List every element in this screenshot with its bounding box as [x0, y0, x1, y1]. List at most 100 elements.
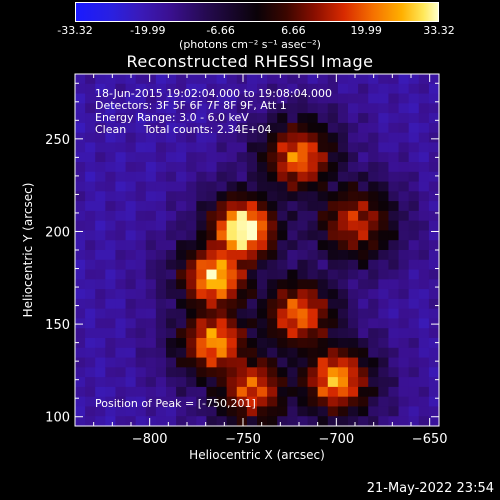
- heatmap-cell: [166, 210, 177, 222]
- heatmap-cell: [398, 289, 410, 300]
- heatmap-cell: [317, 396, 329, 408]
- heatmap-cell: [236, 386, 248, 398]
- heatmap-cell: [378, 289, 390, 300]
- heatmap-cell: [418, 347, 430, 359]
- heatmap-cell: [428, 113, 440, 124]
- heatmap-cell: [267, 279, 278, 290]
- heatmap-cell: [166, 416, 177, 427]
- heatmap-cell: [166, 328, 177, 339]
- heatmap-cell: [115, 406, 127, 417]
- heatmap-cell: [226, 220, 238, 232]
- heatmap-cell: [317, 103, 329, 114]
- heatmap-cell: [257, 191, 268, 202]
- heatmap-cell: [105, 171, 117, 183]
- heatmap-cell: [95, 122, 106, 134]
- heatmap-cell: [398, 122, 410, 134]
- heatmap-cell: [378, 181, 390, 192]
- heatmap-cell: [418, 318, 430, 329]
- heatmap-cell: [337, 396, 349, 408]
- heatmap-cell: [418, 162, 430, 173]
- heatmap-cell: [135, 83, 147, 95]
- heatmap-cell: [246, 298, 258, 310]
- heatmap-cell: [75, 279, 86, 290]
- heatmap-cell: [428, 406, 440, 417]
- heatmap-cell: [125, 122, 137, 134]
- heatmap-cell: [337, 347, 349, 359]
- heatmap-cell: [95, 259, 106, 271]
- heatmap-cell: [287, 347, 299, 359]
- heatmap-cell: [85, 122, 96, 134]
- colorbar-tick-label: 19.99: [350, 24, 382, 37]
- axis-tick-label: −800: [132, 432, 168, 447]
- heatmap-cell: [408, 171, 420, 183]
- heatmap-cell: [135, 220, 147, 232]
- heatmap-cell: [428, 357, 440, 368]
- heatmap-cell: [327, 191, 339, 202]
- heatmap-cell: [206, 103, 218, 114]
- heatmap-cell: [115, 347, 127, 359]
- heatmap-cell: [428, 347, 440, 359]
- heatmap-cell: [358, 406, 369, 417]
- heatmap-cell: [408, 162, 420, 173]
- heatmap-cell: [327, 259, 339, 271]
- heatmap-cell: [206, 328, 218, 339]
- heatmap-cell: [95, 132, 106, 144]
- heatmap-cell: [257, 171, 268, 183]
- heatmap-cell: [145, 142, 157, 153]
- heatmap-cell: [348, 259, 359, 271]
- heatmap-cell: [408, 230, 420, 241]
- heatmap-cell: [115, 367, 127, 378]
- colorbar-tick-label: -19.99: [130, 24, 166, 37]
- heatmap-cell: [398, 357, 410, 368]
- heatmap-cell: [216, 171, 228, 183]
- heatmap-cell: [155, 318, 167, 329]
- heatmap-cell: [398, 240, 410, 251]
- heatmap-cell: [105, 416, 117, 427]
- heatmap-cell: [95, 250, 106, 261]
- heatmap-cell: [125, 318, 137, 329]
- heatmap-cell: [337, 201, 349, 212]
- heatmap-cell: [287, 377, 299, 388]
- heatmap-cell: [267, 289, 278, 300]
- heatmap-cell: [418, 357, 430, 368]
- heatmap-cell: [428, 298, 440, 310]
- heatmap-cell: [297, 347, 309, 359]
- heatmap-cell: [186, 122, 197, 134]
- heatmap-cell: [75, 386, 86, 398]
- heatmap-cell: [388, 122, 400, 134]
- heatmap-cell: [418, 386, 430, 398]
- heatmap-cell: [196, 220, 208, 232]
- heatmap-cell: [267, 396, 278, 408]
- heatmap-cell: [378, 347, 390, 359]
- heatmap-cell: [418, 416, 430, 427]
- heatmap-cell: [378, 298, 390, 310]
- heatmap-cell: [186, 191, 197, 202]
- heatmap-cell: [236, 152, 248, 163]
- heatmap-cell: [297, 103, 309, 114]
- heatmap-cell: [135, 386, 147, 398]
- heatmap-cell: [196, 298, 208, 310]
- heatmap-cell: [267, 113, 278, 124]
- heatmap-cell: [388, 416, 400, 427]
- heatmap-cell: [277, 308, 288, 320]
- heatmap-cell: [358, 298, 369, 310]
- heatmap-cell: [236, 142, 248, 153]
- heatmap-cell: [388, 171, 400, 183]
- heatmap-cell: [408, 132, 420, 144]
- heatmap-cell: [257, 210, 268, 222]
- heatmap-cell: [115, 289, 127, 300]
- heatmap-cell: [176, 103, 187, 114]
- heatmap-cell: [196, 210, 208, 222]
- heatmap-cell: [297, 74, 309, 85]
- heatmap-cell: [287, 220, 299, 232]
- heatmap-cell: [226, 191, 238, 202]
- heatmap-cell: [125, 289, 137, 300]
- heatmap-cell: [115, 396, 127, 408]
- x-axis-label: Heliocentric X (arcsec): [189, 448, 325, 462]
- heatmap-cell: [196, 122, 208, 134]
- heatmap-cell: [307, 279, 319, 290]
- heatmap-cell: [297, 396, 309, 408]
- heatmap-cell: [186, 347, 197, 359]
- heatmap-cell: [155, 83, 167, 95]
- heatmap-cell: [428, 250, 440, 261]
